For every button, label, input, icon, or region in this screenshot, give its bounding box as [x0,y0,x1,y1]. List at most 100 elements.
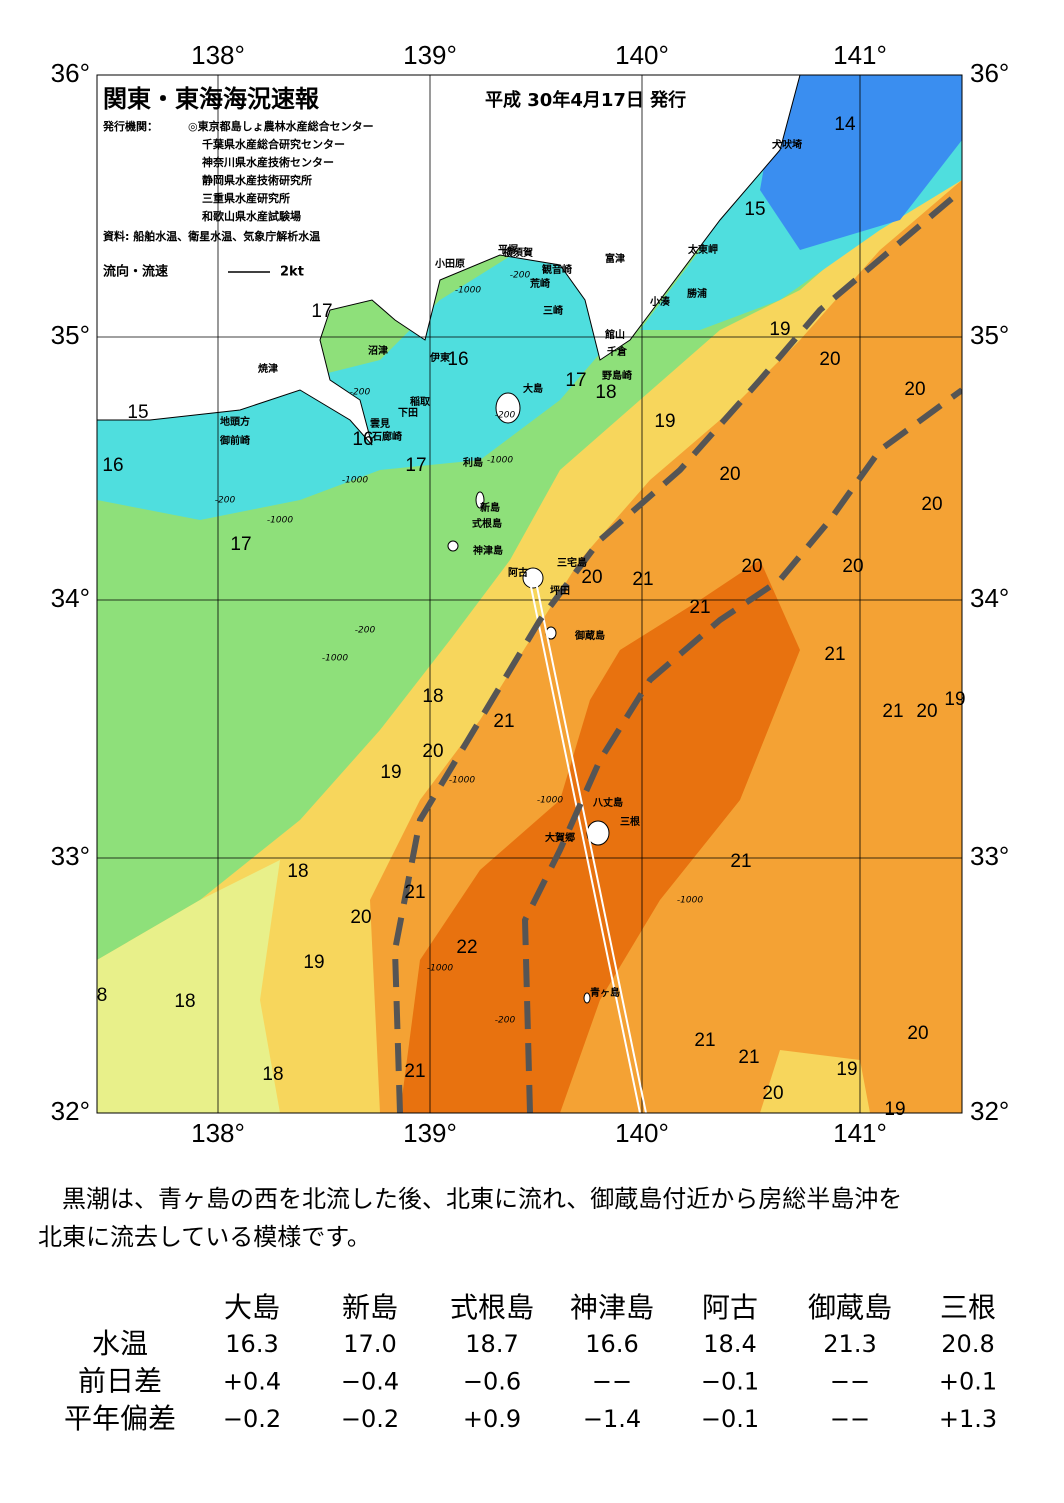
place-name: 三根 [620,815,640,828]
place-name: 伊東 [429,351,450,364]
publisher: 神奈川県水産技術センター [202,155,334,169]
depth-label: -200 [355,626,376,636]
isotherm-label: 20 [422,741,443,762]
table-header: 大島 [224,1291,280,1324]
isotherm-label: 20 [842,556,863,577]
lat-label: 33° [51,841,90,871]
table-cell: +0.4 [223,1368,281,1396]
table-header: 御蔵島 [808,1291,892,1324]
table-cell: −− [830,1368,870,1396]
table-cell: −− [592,1368,632,1396]
publisher: 三重県水産研究所 [202,191,290,205]
table-cell: −1.4 [583,1405,641,1433]
isotherm-label: 17 [565,370,586,391]
table-cell: 18.4 [703,1330,756,1358]
table-cell: +0.1 [939,1368,997,1396]
map-frame [96,74,963,1114]
table-header: 神津島 [570,1291,654,1324]
isotherm-label: 20 [904,379,925,400]
isotherm-label: 21 [694,1030,715,1051]
place-name: 下田 [398,407,418,419]
kuroshio-axis [391,187,962,1113]
summary: 北東に流去している模様です。 [38,1223,371,1251]
publisher: ◎東京都島しょ農林水産総合センター [188,119,374,133]
place-name: 大賀郷 [545,831,575,844]
table-cell: 16.6 [585,1330,638,1358]
lat-label: 35° [970,320,1009,350]
table-cell: −0.4 [341,1368,399,1396]
table-header: 阿古 [702,1291,758,1324]
place-name: 平塚 [498,243,518,256]
place-name: 稲取 [410,395,431,408]
island [495,392,521,424]
lon-label: 141° [833,40,887,70]
isotherm-label: 21 [493,711,514,732]
lon-label: 139° [403,40,457,70]
place-name: 千倉 [607,345,628,358]
depth-label: -1000 [487,456,513,466]
isotherm-label: 20 [907,1023,928,1044]
table-header: 三根 [940,1291,996,1324]
depth-label: -1000 [342,476,368,486]
place-name: 沼津 [368,344,388,357]
place-name: 大島 [523,382,543,395]
sea-blue [760,75,962,250]
lat-label: 32° [970,1096,1009,1126]
isotherm-label: 21 [882,701,903,722]
isotherm-label: 17 [230,534,251,555]
isotherm-label: 20 [921,494,942,515]
table-cell: 21.3 [823,1330,876,1358]
lat-label: 32° [51,1096,90,1126]
island [583,992,591,1004]
summary: 黒潮は、青ヶ島の西を北流した後、北東に流れ、御蔵島付近から房総半島沖を [38,1185,902,1213]
isotherm-label: 20 [916,701,937,722]
depth-label: -1000 [427,964,453,974]
legend-label: 流向・流速 [103,264,168,280]
depth-label: -1000 [322,654,348,664]
lon-label: 141° [833,1118,887,1148]
isotherm-label: 19 [380,762,401,783]
place-name: 新島 [480,501,500,514]
isotherm-label: 20 [719,464,740,485]
isotherm-label: 21 [404,882,425,903]
place-name: 小田原 [434,257,465,270]
place-name: 犬吠埼 [772,138,802,151]
lat-label: 35° [51,320,90,350]
depth-label: -1000 [455,286,481,296]
sea-cyan [97,250,620,520]
table-cell: +0.9 [463,1405,521,1433]
lat-label: 36° [51,58,90,88]
place-name: 小湊 [649,295,671,308]
isotherm-label: 19 [884,1099,905,1120]
place-name: 焼津 [258,362,278,375]
row-label: 前日差 [78,1365,162,1398]
land [97,75,801,446]
depth-label: -200 [215,496,236,506]
depth-label: -1000 [267,516,293,526]
place-name: 荒崎 [529,277,550,290]
table-cell: −0.6 [463,1368,521,1396]
isotherm-label: 20 [350,907,371,928]
depth-label: -1000 [677,896,703,906]
isotherm-label: 21 [824,644,845,665]
row-label: 平年偏差 [64,1402,176,1435]
lon-label: 138° [191,40,245,70]
place-name: 御蔵島 [574,629,605,642]
isotherm-label: 16 [447,349,468,370]
isotherm-label: 20 [819,349,840,370]
place-name: 地頭方 [220,415,250,428]
isotherm-label: 15 [127,402,148,423]
isotherm-label: 15 [744,199,765,220]
place-name: 八丈島 [592,796,623,809]
map [97,75,962,1113]
isotherm-label: 18 [595,382,616,403]
place-name: 勝浦 [687,287,707,300]
place-name: 太東岬 [687,243,718,256]
table-cell: −0.2 [341,1405,399,1433]
table-cell: 18.7 [465,1330,518,1358]
lon-label: 139° [403,1118,457,1148]
sources: 資料: 船舶水温、衛星水温、気象庁解析水温 [103,229,320,243]
table-cell: 16.3 [225,1330,278,1358]
depth-label: -200 [510,271,531,281]
place-name: 青ヶ島 [590,986,620,999]
